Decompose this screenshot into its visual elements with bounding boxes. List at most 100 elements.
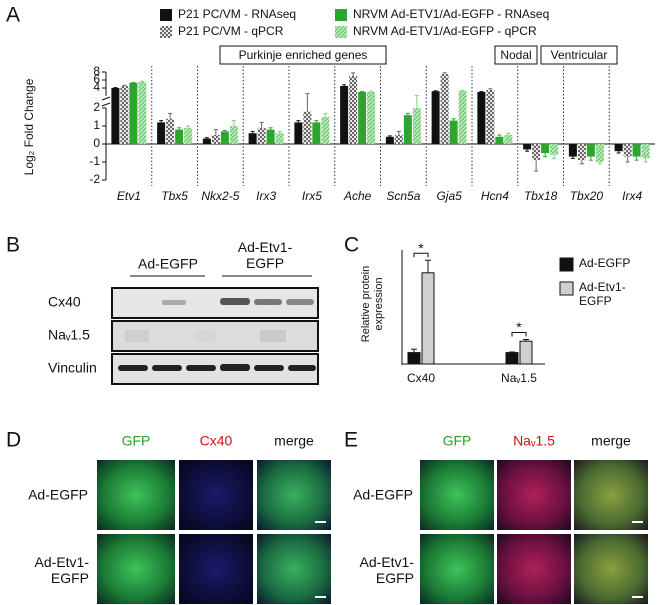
error-bar [497, 134, 502, 137]
error-bar [506, 132, 511, 135]
bar [129, 82, 138, 144]
axis-break [101, 96, 111, 101]
bar [111, 88, 120, 144]
x-tick-label: Nkx2-5 [201, 189, 239, 203]
error-bar [204, 137, 209, 139]
micrographs-e [420, 460, 648, 604]
bar [431, 91, 440, 144]
bar [321, 117, 330, 144]
bar [303, 111, 312, 144]
bar [407, 352, 421, 365]
y-axis-label: Relative protein expression [360, 265, 385, 343]
error-bar [122, 84, 127, 86]
significance-label: * [516, 319, 522, 335]
x-tick-label: Irx5 [302, 189, 322, 203]
error-bar [168, 112, 173, 119]
bar [157, 122, 166, 144]
legend-label: Ad-EGFP [579, 256, 631, 270]
blot-strip [111, 287, 319, 319]
error-bar [177, 127, 182, 130]
x-tick-label: Tbx5 [161, 189, 188, 203]
panel-letter: C [344, 234, 359, 257]
bar [505, 352, 519, 365]
column-header: Cx40 [200, 433, 233, 449]
significance-label: * [418, 240, 424, 256]
x-tick-label: Etv1 [117, 189, 141, 203]
bar [495, 136, 504, 144]
panel-letter: A [6, 4, 20, 27]
error-bar [488, 88, 493, 90]
bar [275, 133, 284, 144]
error-bar [405, 112, 410, 116]
column-header: merge [274, 433, 314, 449]
error-bar [442, 72, 447, 74]
bar [577, 144, 586, 161]
y-axis-label: Log₂ Fold Change [22, 78, 36, 175]
bar [440, 74, 449, 144]
x-tick-label: Cx40 [407, 371, 435, 385]
error-bar [597, 162, 602, 165]
row-label: Ad-Etv1-EGFP [359, 554, 414, 587]
bar [166, 118, 175, 144]
error-bar [425, 259, 431, 273]
x-tick-label: Gja5 [436, 189, 462, 203]
panel-letter: D [6, 429, 21, 452]
bar [504, 135, 513, 144]
bar [568, 144, 577, 157]
bar [523, 144, 532, 150]
bar [294, 122, 303, 144]
bar [519, 340, 533, 365]
error-bar [414, 95, 419, 108]
y-tick-label: 4 [93, 80, 100, 94]
error-bar [186, 125, 191, 128]
column-header: GFP [443, 433, 472, 449]
bar [175, 129, 184, 144]
legend-swatch [160, 26, 172, 38]
error-bar [525, 149, 530, 152]
error-bar [411, 348, 417, 353]
error-bar [396, 130, 401, 135]
legend-swatch [559, 257, 574, 272]
bar [595, 144, 604, 162]
row-label: Vinculin [48, 360, 97, 376]
panel-letter: E [344, 429, 358, 452]
row-label: Cx40 [48, 294, 81, 310]
bar [614, 144, 623, 152]
bar [394, 135, 403, 144]
bar [202, 138, 211, 144]
bar [248, 133, 257, 144]
error-bar [643, 158, 648, 163]
bar [541, 144, 550, 153]
bar [312, 122, 321, 144]
bar [550, 144, 559, 155]
legend-label: NRVM Ad-ETV1/Ad-EGFP - qPCR [353, 24, 537, 38]
y-tick-label: -2 [89, 172, 100, 186]
error-bar [314, 120, 319, 123]
error-bar [277, 130, 282, 134]
micrographs-d [97, 460, 331, 604]
bar [641, 144, 650, 159]
error-bar [451, 118, 456, 121]
error-bar [342, 84, 347, 86]
bar [367, 92, 376, 144]
bar [532, 144, 541, 161]
bar [120, 86, 129, 144]
column-header: GFP [122, 433, 151, 449]
column-header: merge [591, 433, 631, 449]
error-bar [543, 153, 548, 158]
error-bar [159, 120, 164, 123]
bar [358, 92, 367, 144]
legend-label: P21 PC/VM - qPCR [178, 24, 284, 38]
legend-label: P21 PC/VM - RNAseq [178, 7, 296, 21]
bar [220, 131, 229, 144]
bar [632, 144, 641, 157]
x-tick-label: Naᵥ1.5 [501, 371, 537, 385]
bar [211, 135, 220, 144]
bar [266, 129, 275, 144]
y-tick-label: -1 [89, 154, 100, 168]
bar [623, 144, 632, 157]
error-bar [616, 151, 621, 154]
column-header: Naᵥ1.5 [513, 433, 555, 449]
error-bar [250, 130, 255, 134]
